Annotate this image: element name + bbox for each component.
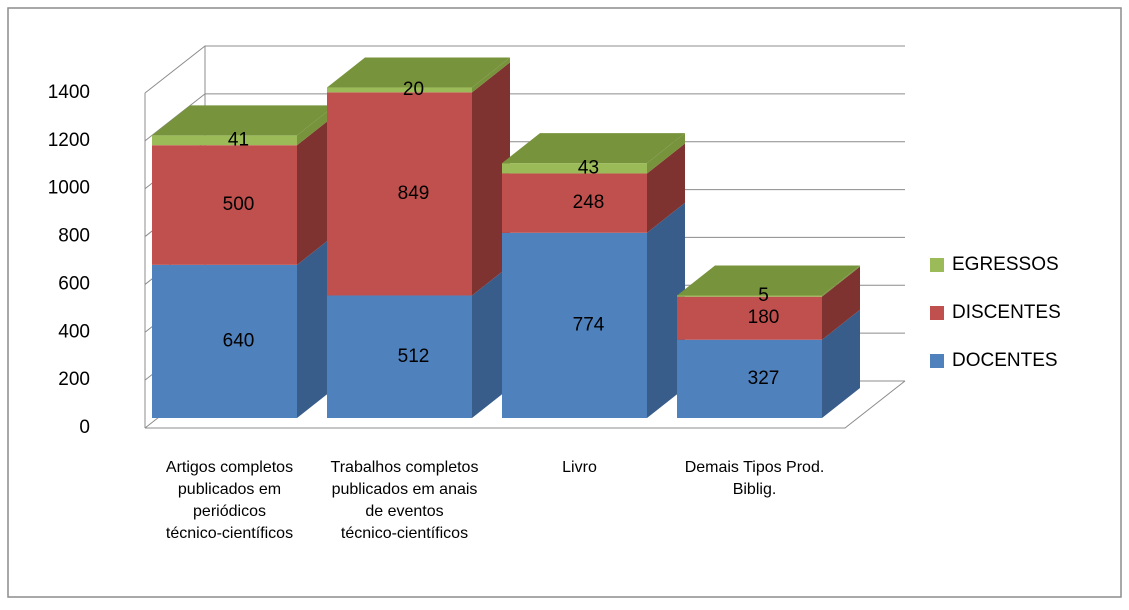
y-tick-label: 0 [79, 417, 90, 438]
bar-side [472, 265, 510, 418]
bar-side [647, 143, 685, 233]
y-tick-label: 200 [58, 369, 90, 390]
legend-label: DISCENTES [952, 302, 1061, 323]
bar [327, 92, 472, 296]
bar [327, 295, 472, 418]
data-label: 180 [748, 307, 780, 328]
bar-top [677, 265, 860, 296]
data-label: 512 [398, 346, 430, 367]
x-tick-label-line: Livro [562, 459, 597, 476]
x-tick-label-line: Demais Tipos Prod. [685, 459, 825, 476]
bar-side [647, 133, 685, 174]
bar-top [502, 133, 685, 164]
bar-side [297, 234, 335, 418]
x-tick-label-line: publicados em [178, 481, 281, 498]
y-tick-label: 1000 [48, 178, 90, 199]
legend-label: DOCENTES [952, 350, 1058, 371]
bar [677, 339, 822, 418]
data-label: 327 [748, 368, 780, 389]
bar [677, 296, 822, 340]
x-tick-label: Artigos completos publicados em periódicos… [166, 459, 293, 542]
bar [502, 163, 647, 174]
y-tick-label: 600 [58, 273, 90, 294]
x-tick-label: Trabalhos completos publicados em anais de… [331, 459, 479, 542]
legend-swatch [930, 354, 944, 368]
bar [152, 264, 297, 418]
data-label: 774 [573, 314, 605, 335]
data-label: 500 [223, 194, 255, 215]
bar-side [472, 62, 510, 296]
y-tick-label: 400 [58, 321, 90, 342]
x-tick-label-line: de eventos [365, 503, 443, 520]
legend-swatch [930, 258, 944, 272]
x-tick-label-line: publicados em anais [332, 481, 478, 498]
x-tick-label-line: Artigos completos [166, 459, 293, 476]
y-tick-label: 1400 [48, 82, 90, 103]
legend-swatch [930, 306, 944, 320]
y-tick-label: 1200 [48, 130, 90, 151]
bar [152, 145, 297, 265]
bar-side [647, 202, 685, 418]
floor [145, 380, 906, 429]
x-tick-label-line: Biblig. [733, 481, 777, 498]
data-label: 849 [398, 183, 430, 204]
bar-side [822, 266, 860, 340]
bar [152, 135, 297, 146]
x-tick-label-line: técnico-científicos [166, 525, 293, 542]
bar [502, 173, 647, 233]
bar-side [822, 309, 860, 418]
x-tick-label-line: periódicos [193, 503, 266, 520]
x-tick-label: Livro [562, 459, 597, 476]
data-label: 248 [573, 192, 605, 213]
bar [327, 87, 472, 93]
x-tick-label-line: técnico-científicos [341, 525, 468, 542]
grid-line [144, 45, 905, 94]
bar [502, 232, 647, 418]
bar-top [327, 57, 510, 88]
bar-side [297, 115, 335, 265]
legend-label: EGRESSOS [952, 254, 1059, 275]
bar-side [297, 105, 335, 146]
x-tick-label: Demais Tipos Prod. Biblig. [685, 459, 825, 498]
bar-top [152, 105, 335, 136]
data-label: 640 [223, 330, 255, 351]
x-tick-label-line: Trabalhos completos [331, 459, 479, 476]
bar [677, 295, 822, 297]
data-label: 43 [578, 157, 599, 178]
data-label: 41 [228, 129, 249, 150]
bar-side [472, 57, 510, 93]
y-tick-label: 800 [58, 226, 90, 247]
bar-side [822, 265, 860, 297]
data-label: 5 [758, 285, 769, 306]
data-label: 20 [403, 79, 424, 100]
